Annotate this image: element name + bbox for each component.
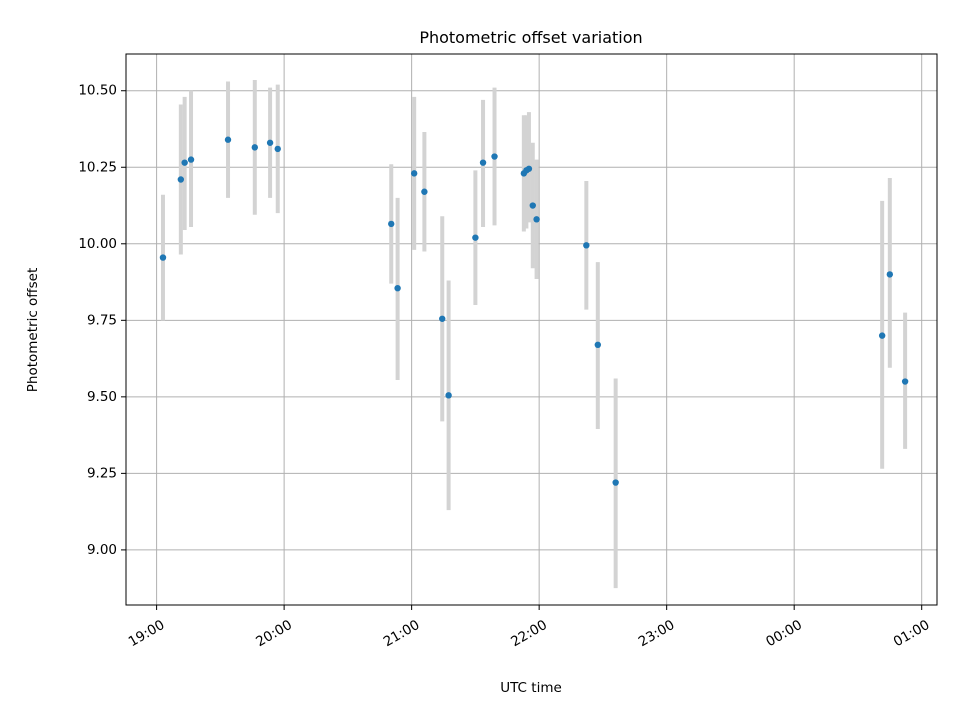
y-tick-label: 10.00 [78,236,117,252]
grid-layer [126,54,937,605]
data-point [410,170,418,177]
data-point [594,341,602,349]
data-point [529,202,536,209]
tick-layer: 19:00 20:00 21:00 22:00 23:00 00:00 01:00 9.00 9… [78,83,932,650]
data-point [878,332,886,339]
x-tick-label: 21:00 [381,617,423,650]
x-tick-label: 00:00 [763,617,805,650]
data-point [251,144,258,151]
data-point [525,165,533,172]
data-point [472,234,479,241]
point-layer [159,136,909,486]
data-point [388,220,395,228]
data-point [583,242,590,249]
data-point [266,139,274,146]
x-tick-label: 19:00 [126,617,168,650]
y-tick-label: 10.50 [78,83,117,99]
data-point [439,315,446,322]
y-tick-label: 10.25 [78,159,117,175]
data-point [612,479,619,486]
data-point [274,145,281,153]
x-axis-label: UTC time [500,680,562,696]
data-point [181,159,188,166]
data-point [445,392,452,399]
y-tick-label: 9.00 [87,542,117,558]
x-tick-label: 22:00 [508,617,550,650]
data-point [886,271,894,278]
y-tick-label: 9.25 [87,465,117,481]
data-point [177,176,185,183]
data-point [187,156,195,163]
data-point [224,136,232,143]
data-point [159,254,167,261]
data-point [533,216,540,223]
data-point [901,378,909,385]
data-point [479,159,487,166]
y-tick-label: 9.50 [87,389,117,405]
x-tick-label: 23:00 [636,617,678,650]
data-point [421,188,428,195]
chart-title: Photometric offset variation [419,28,642,47]
x-tick-label: 01:00 [891,617,933,650]
data-point [491,153,498,160]
y-tick-label: 9.75 [87,312,117,328]
y-axis-label: Photometric offset [25,268,41,392]
plot-frame [125,53,938,606]
x-tick-label: 20:00 [253,617,295,650]
data-point [394,284,401,292]
